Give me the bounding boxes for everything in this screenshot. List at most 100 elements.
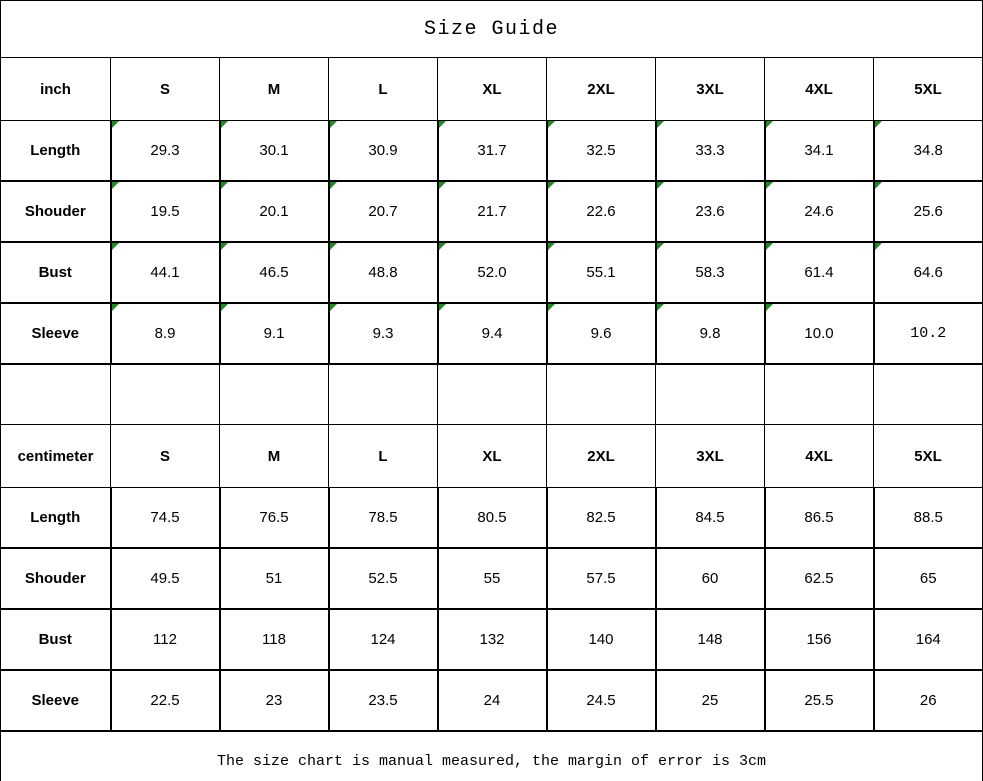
- value-cell: 31.7: [436, 120, 548, 182]
- value-cell: 30.1: [218, 120, 330, 182]
- value-cell: 76.5: [218, 487, 330, 549]
- centimeter-unit-label: centimeter: [0, 424, 111, 488]
- value-cell: 34.1: [763, 120, 875, 182]
- inch-unit-label: inch: [0, 57, 111, 121]
- value-cell: 140: [545, 608, 657, 671]
- value-cell: 164: [872, 608, 983, 671]
- value-cell: 20.1: [218, 180, 330, 243]
- value-cell: 9.6: [545, 302, 657, 365]
- value-cell: 61.4: [763, 241, 875, 304]
- size-header-s: S: [110, 57, 220, 121]
- value-cell: 9.1: [218, 302, 330, 365]
- measure-label-length: Length: [0, 487, 112, 549]
- value-cell: 25: [654, 669, 766, 732]
- value-cell: 65: [872, 547, 983, 610]
- empty-cell: [546, 363, 656, 425]
- value-cell: 8.9: [109, 302, 221, 365]
- value-cell: 23.5: [327, 669, 439, 732]
- value-cell: 82.5: [545, 487, 657, 549]
- value-cell: 25.5: [763, 669, 875, 732]
- value-cell: 24.5: [545, 669, 657, 732]
- size-header-l: L: [328, 424, 438, 488]
- size-header-m: M: [219, 57, 329, 121]
- value-cell: 21.7: [436, 180, 548, 243]
- size-header-4xl: 4XL: [764, 424, 874, 488]
- size-header-2xl: 2XL: [546, 424, 656, 488]
- value-cell: 118: [218, 608, 330, 671]
- value-cell: 32.5: [545, 120, 657, 182]
- value-cell: 52.0: [436, 241, 548, 304]
- value-cell: 86.5: [763, 487, 875, 549]
- value-cell: 33.3: [654, 120, 766, 182]
- value-cell: 34.8: [872, 120, 983, 182]
- value-cell: 10.2: [872, 302, 983, 365]
- value-cell: 9.4: [436, 302, 548, 365]
- empty-cell: [110, 363, 220, 425]
- empty-cell: [764, 363, 874, 425]
- size-header-5xl: 5XL: [873, 57, 983, 121]
- value-cell: 10.0: [763, 302, 875, 365]
- value-cell: 57.5: [545, 547, 657, 610]
- empty-cell: [219, 363, 329, 425]
- size-header-s: S: [110, 424, 220, 488]
- measure-label-bust: Bust: [0, 608, 112, 671]
- measure-label-sleeve: Sleeve: [0, 669, 112, 732]
- value-cell: 24.6: [763, 180, 875, 243]
- size-header-xl: XL: [437, 424, 547, 488]
- value-cell: 80.5: [436, 487, 548, 549]
- value-cell: 148: [654, 608, 766, 671]
- value-cell: 156: [763, 608, 875, 671]
- value-cell: 23: [218, 669, 330, 732]
- value-cell: 78.5: [327, 487, 439, 549]
- value-cell: 55: [436, 547, 548, 610]
- value-cell: 60: [654, 547, 766, 610]
- value-cell: 62.5: [763, 547, 875, 610]
- value-cell: 26: [872, 669, 983, 732]
- value-cell: 49.5: [109, 547, 221, 610]
- size-header-m: M: [219, 424, 329, 488]
- size-header-2xl: 2XL: [546, 57, 656, 121]
- value-cell: 24: [436, 669, 548, 732]
- empty-cell: [655, 363, 765, 425]
- value-cell: 58.3: [654, 241, 766, 304]
- measure-label-length: Length: [0, 120, 112, 182]
- size-header-3xl: 3XL: [655, 424, 765, 488]
- measure-label-shouder: Shouder: [0, 547, 112, 610]
- value-cell: 44.1: [109, 241, 221, 304]
- empty-cell: [0, 363, 111, 425]
- empty-cell: [328, 363, 438, 425]
- empty-cell: [437, 363, 547, 425]
- size-header-4xl: 4XL: [764, 57, 874, 121]
- value-cell: 19.5: [109, 180, 221, 243]
- value-cell: 132: [436, 608, 548, 671]
- size-header-3xl: 3XL: [655, 57, 765, 121]
- size-header-xl: XL: [437, 57, 547, 121]
- size-header-5xl: 5XL: [873, 424, 983, 488]
- value-cell: 52.5: [327, 547, 439, 610]
- value-cell: 25.6: [872, 180, 983, 243]
- value-cell: 30.9: [327, 120, 439, 182]
- value-cell: 20.7: [327, 180, 439, 243]
- value-cell: 9.3: [327, 302, 439, 365]
- value-cell: 22.5: [109, 669, 221, 732]
- value-cell: 23.6: [654, 180, 766, 243]
- value-cell: 29.3: [109, 120, 221, 182]
- value-cell: 124: [327, 608, 439, 671]
- footer-note: The size chart is manual measured, the m…: [0, 730, 983, 781]
- value-cell: 55.1: [545, 241, 657, 304]
- value-cell: 84.5: [654, 487, 766, 549]
- value-cell: 64.6: [872, 241, 983, 304]
- page-title: Size Guide: [0, 0, 983, 58]
- value-cell: 22.6: [545, 180, 657, 243]
- value-cell: 9.8: [654, 302, 766, 365]
- value-cell: 112: [109, 608, 221, 671]
- empty-cell: [873, 363, 983, 425]
- size-header-l: L: [328, 57, 438, 121]
- value-cell: 51: [218, 547, 330, 610]
- measure-label-shouder: Shouder: [0, 180, 112, 243]
- value-cell: 74.5: [109, 487, 221, 549]
- value-cell: 46.5: [218, 241, 330, 304]
- measure-label-sleeve: Sleeve: [0, 302, 112, 365]
